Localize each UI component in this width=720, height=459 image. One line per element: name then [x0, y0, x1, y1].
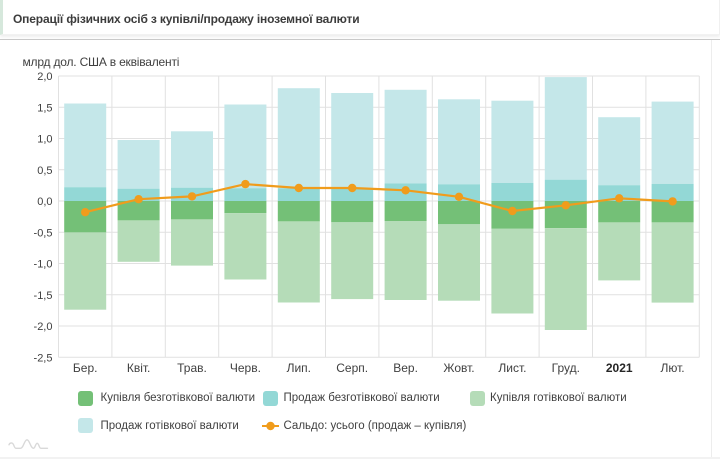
svg-text:1,5: 1,5	[37, 102, 52, 114]
svg-text:Лип.: Лип.	[287, 361, 311, 375]
svg-text:2021: 2021	[606, 361, 633, 375]
svg-text:-1,0: -1,0	[34, 259, 53, 271]
svg-text:2,0: 2,0	[37, 71, 52, 83]
svg-text:Лист.: Лист.	[498, 361, 526, 375]
svg-text:Трав.: Трав.	[177, 361, 207, 375]
svg-text:Квіт.: Квіт.	[127, 361, 151, 375]
svg-text:-1,5: -1,5	[34, 290, 53, 302]
svg-text:Бер.: Бер.	[73, 361, 98, 375]
svg-text:1,0: 1,0	[37, 134, 52, 146]
svg-text:Жовт.: Жовт.	[443, 361, 474, 375]
svg-text:-2,0: -2,0	[34, 321, 53, 333]
svg-text:Черв.: Черв.	[230, 361, 261, 375]
svg-text:Груд.: Груд.	[552, 361, 580, 375]
svg-text:-2,5: -2,5	[34, 352, 53, 364]
svg-text:Лют.: Лют.	[661, 361, 685, 375]
svg-text:-0,5: -0,5	[34, 227, 53, 239]
svg-text:Серп.: Серп.	[336, 361, 368, 375]
svg-text:0,5: 0,5	[37, 165, 52, 177]
svg-text:Вер.: Вер.	[393, 361, 418, 375]
svg-text:0,0: 0,0	[37, 196, 52, 208]
